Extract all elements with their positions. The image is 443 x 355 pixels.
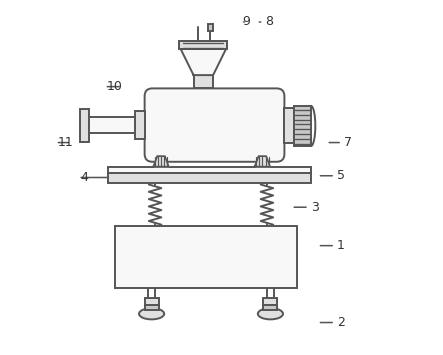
Bar <box>144 298 159 307</box>
Bar <box>264 298 277 307</box>
Bar <box>179 41 227 49</box>
Text: 3: 3 <box>311 201 319 214</box>
Text: 7: 7 <box>344 136 352 149</box>
Polygon shape <box>255 156 270 166</box>
Text: 2: 2 <box>337 316 345 329</box>
Polygon shape <box>153 156 169 166</box>
Text: 5: 5 <box>337 169 345 182</box>
Text: 8: 8 <box>265 16 273 28</box>
Bar <box>135 111 144 139</box>
Bar <box>115 226 297 288</box>
Bar <box>194 75 213 88</box>
Bar <box>207 24 213 31</box>
Text: 9: 9 <box>242 16 250 28</box>
Text: 11: 11 <box>57 136 73 149</box>
Bar <box>108 173 311 183</box>
Text: 4: 4 <box>80 171 88 184</box>
Bar <box>264 305 277 310</box>
Bar <box>144 305 159 310</box>
Text: 10: 10 <box>106 80 122 93</box>
Bar <box>294 106 311 146</box>
Ellipse shape <box>139 308 164 320</box>
Bar <box>80 109 89 142</box>
Bar <box>284 108 294 143</box>
FancyBboxPatch shape <box>144 88 284 162</box>
Text: 1: 1 <box>337 239 345 252</box>
Bar <box>83 117 135 133</box>
Polygon shape <box>181 49 226 75</box>
Ellipse shape <box>258 308 283 320</box>
Text: 6: 6 <box>166 94 174 107</box>
Bar <box>108 166 311 173</box>
